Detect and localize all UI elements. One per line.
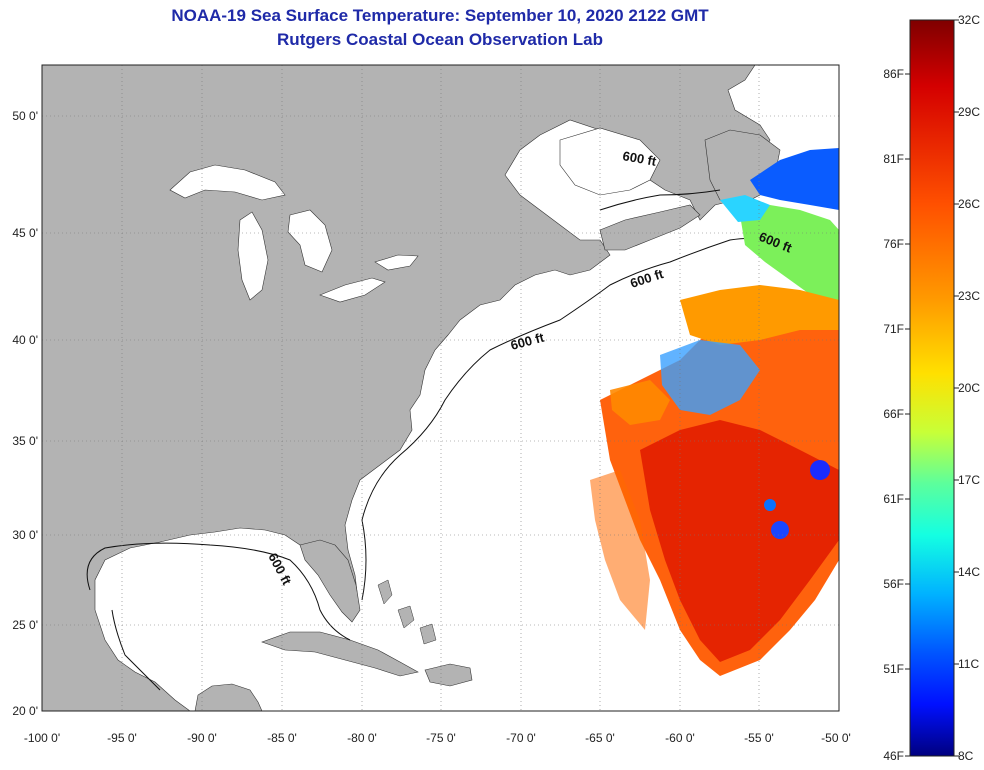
nova-scotia-land xyxy=(599,204,701,251)
lon-label: -85 0' xyxy=(267,731,297,745)
colorbar-f-label: 76F xyxy=(883,237,904,251)
hispaniola-land xyxy=(424,663,473,687)
colorbar-c-label: 29C xyxy=(958,105,980,119)
colorbar-c-label: 14C xyxy=(958,565,980,579)
sst-slope-mixed xyxy=(660,340,760,415)
colorbar-c-label: 20C xyxy=(958,381,980,395)
lake-michigan xyxy=(237,211,269,301)
lat-label: 35 0' xyxy=(12,434,38,448)
temperature-colorbar: 86F 81F 76F 71F 66F 61F 56F 51F 46F 32C … xyxy=(883,13,980,763)
sst-data-layer xyxy=(590,148,839,676)
colorbar-f-label: 51F xyxy=(883,662,904,676)
sst-speckle-west xyxy=(590,470,650,630)
lon-label: -95 0' xyxy=(107,731,137,745)
lat-label: 50 0' xyxy=(12,109,38,123)
sst-eddy-blue-2 xyxy=(771,521,789,539)
lon-label: -100 0' xyxy=(24,731,60,745)
sst-hot-core xyxy=(640,420,839,662)
colorbar-f-label: 56F xyxy=(883,577,904,591)
bahamas-islands xyxy=(377,579,437,645)
colorbar-ticks xyxy=(905,19,959,757)
lon-label: -90 0' xyxy=(187,731,217,745)
cuba-land xyxy=(261,631,419,677)
colorbar-f-label: 71F xyxy=(883,322,904,336)
colorbar-c-label: 23C xyxy=(958,289,980,303)
colorbar-c-label: 26C xyxy=(958,197,980,211)
shelf-contours xyxy=(86,189,839,691)
map-title: NOAA-19 Sea Surface Temperature: Septemb… xyxy=(171,6,709,25)
lon-label: -75 0' xyxy=(426,731,456,745)
lake-ontario xyxy=(374,254,419,271)
colorbar-f-label: 46F xyxy=(883,749,904,763)
sst-scotian-green xyxy=(740,205,839,300)
gulf-st-lawrence xyxy=(559,127,661,196)
colorbar-scale xyxy=(909,19,955,757)
sst-eddy-blue-3 xyxy=(764,499,776,511)
map-frame xyxy=(41,64,840,712)
lat-label: 20 0' xyxy=(12,704,38,718)
lake-superior xyxy=(169,164,286,201)
lon-label: -60 0' xyxy=(665,731,695,745)
lon-label: -55 0' xyxy=(744,731,774,745)
colorbar-f-label: 81F xyxy=(883,152,904,166)
lon-label: -80 0' xyxy=(347,731,377,745)
yucatan-land xyxy=(194,683,263,711)
lat-label: 25 0' xyxy=(12,618,38,632)
north-america-land xyxy=(42,65,771,711)
colorbar-f-label: 86F xyxy=(883,67,904,81)
lon-label: -65 0' xyxy=(585,731,615,745)
lon-label: -70 0' xyxy=(506,731,536,745)
sst-slope-orange xyxy=(610,380,670,425)
lat-label: 40 0' xyxy=(12,333,38,347)
map-subtitle: Rutgers Coastal Ocean Observation Lab xyxy=(277,30,603,49)
sst-orange-shelf xyxy=(680,285,839,345)
colorbar-c-label: 17C xyxy=(958,473,980,487)
lat-label: 45 0' xyxy=(12,226,38,240)
colorbar-f-label: 61F xyxy=(883,492,904,506)
colorbar-c-label: 8C xyxy=(958,749,974,763)
lat-label: 30 0' xyxy=(12,528,38,542)
grid-lines xyxy=(42,65,839,711)
lake-huron xyxy=(287,209,333,273)
colorbar-f-label: 66F xyxy=(883,407,904,421)
sst-cyan-band xyxy=(720,195,770,222)
lake-erie xyxy=(319,277,386,303)
contour-label: 600 ft xyxy=(621,148,658,169)
sst-newfoundland-blue xyxy=(750,148,839,210)
colorbar-c-label: 32C xyxy=(958,13,980,27)
lon-label: -50 0' xyxy=(821,731,851,745)
florida-land xyxy=(299,539,361,623)
colorbar-c-label: 11C xyxy=(958,657,979,671)
sst-eddy-blue xyxy=(810,460,830,480)
